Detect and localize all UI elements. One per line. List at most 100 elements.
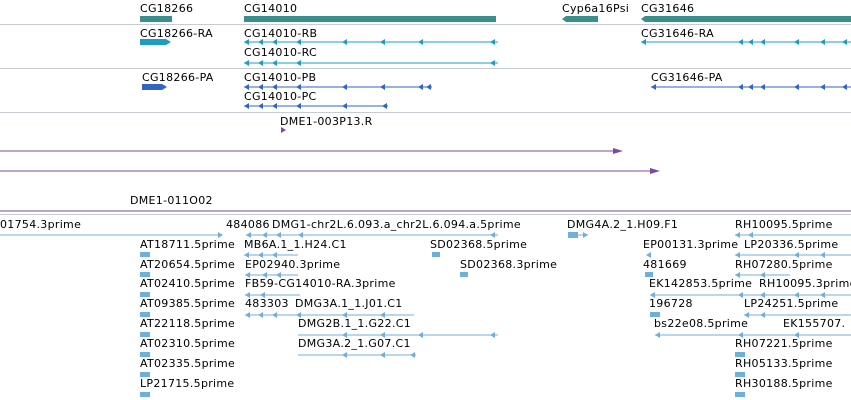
est-feature[interactable]	[735, 372, 745, 377]
est-label: RH30188.5prime	[735, 377, 833, 390]
est-feature[interactable]	[140, 272, 150, 277]
transcript-feature[interactable]	[244, 60, 498, 66]
est-feature[interactable]	[645, 272, 653, 277]
track-divider	[0, 112, 851, 113]
est-label: SD02368.3prime	[460, 258, 558, 271]
transcript-label: CG18266-RA	[140, 27, 213, 40]
est-feature[interactable]	[650, 292, 851, 298]
est-label: AT18711.5prime	[140, 238, 236, 251]
est-label: RH07221.5prime	[735, 337, 833, 350]
primer-label: DME1-003P13.R	[280, 115, 373, 128]
est-feature[interactable]	[140, 292, 150, 297]
gene-label: CG18266	[140, 2, 194, 15]
est-label: DMG3A.1_1.J01.C1	[295, 297, 403, 310]
primer-feature[interactable]	[281, 127, 286, 133]
transcript-label: CG14010-RB	[244, 27, 318, 40]
est-feature[interactable]	[735, 352, 745, 357]
est-feature[interactable]	[244, 252, 298, 258]
translation-label: CG14010-PB	[244, 71, 317, 84]
est-label: 483303	[245, 297, 289, 310]
est-label: RH05133.5prime	[735, 357, 833, 370]
est-label: 484086	[226, 218, 270, 231]
gene-feature[interactable]	[244, 16, 496, 22]
gene-label: CG14010	[244, 2, 298, 15]
est-feature[interactable]	[432, 252, 440, 257]
translation-track: CG18266-PA CG14010-PB CG14010-PC CG31646…	[0, 69, 851, 112]
gene-feature[interactable]	[140, 16, 172, 22]
track-divider	[0, 214, 851, 215]
translation-glyphs	[142, 84, 851, 109]
est-feature[interactable]	[735, 232, 851, 238]
est-feature[interactable]	[246, 232, 498, 238]
est-label: DMG2B.1_1.G22.C1	[298, 317, 412, 330]
est-feature[interactable]	[245, 272, 298, 278]
primer-glyphs	[0, 127, 851, 212]
est-feature[interactable]	[735, 392, 745, 397]
translation-feature[interactable]	[142, 84, 162, 90]
est-label: LP24251.5prime	[744, 297, 839, 310]
transcript-label: CG31646-RA	[641, 27, 714, 40]
est-feature[interactable]	[646, 252, 651, 258]
est-label: AT22118.5prime	[140, 317, 236, 330]
est-feature[interactable]	[655, 332, 851, 338]
transcript-feature[interactable]	[140, 39, 166, 45]
translation-label: CG18266-PA	[142, 71, 214, 84]
translation-feature[interactable]	[244, 103, 388, 109]
est-label: EP02940.3prime	[245, 258, 341, 271]
est-feature[interactable]	[735, 252, 851, 258]
est-feature[interactable]	[140, 372, 150, 377]
translation-label: CG31646-PA	[651, 71, 723, 84]
est-label: LP21715.5prime	[140, 377, 235, 390]
est-feature[interactable]	[245, 312, 414, 318]
gene-label: Cyp6a16Psi	[562, 2, 630, 15]
translation-feature[interactable]	[651, 84, 851, 90]
transcript-feature[interactable]	[244, 39, 498, 45]
track-divider	[0, 24, 851, 25]
est-label: LP20336.5prime	[744, 238, 839, 251]
translation-feature[interactable]	[244, 84, 432, 90]
primer-label: DME1-011O02	[130, 194, 213, 207]
est-feature[interactable]	[245, 292, 300, 298]
transcript-label: CG14010-RC	[244, 46, 317, 59]
transcript-track: CG18266-RA CG14010-RB CG14010-RC CG31646…	[0, 25, 851, 68]
est-label: FB59-CG14010-RA.3prime	[245, 277, 396, 290]
est-feature[interactable]	[140, 392, 150, 397]
gene-feature[interactable]	[562, 16, 598, 22]
primer-feature[interactable]	[0, 148, 623, 154]
est-label: AT09385.5prime	[140, 297, 236, 310]
est-feature[interactable]	[568, 232, 588, 238]
est-label: 01754.3prime	[0, 218, 82, 231]
est-track: 01754.3prime 484086 DMG1-chr2L.6.093.a_c…	[0, 215, 851, 400]
est-feature[interactable]	[140, 332, 150, 337]
track-divider	[0, 68, 851, 69]
est-label: DMG1-chr2L.6.093.a_chr2L.6.094.a.5prime	[272, 218, 521, 231]
est-feature[interactable]	[140, 352, 150, 357]
est-feature[interactable]	[298, 352, 416, 358]
est-feature[interactable]	[460, 272, 468, 277]
est-label: 481669	[643, 258, 687, 271]
est-label: 196728	[649, 297, 693, 310]
translation-label: CG14010-PC	[244, 90, 317, 103]
est-glyphs	[0, 232, 851, 397]
gene-label: CG31646	[641, 2, 695, 15]
est-label: DMG4A.2_1.H09.F1	[567, 218, 679, 231]
est-label: RH10095.5prime	[735, 218, 833, 231]
gene-glyphs	[140, 16, 851, 22]
est-label: AT02310.5prime	[140, 337, 236, 350]
est-label: AT20654.5prime	[140, 258, 236, 271]
est-feature[interactable]	[650, 312, 660, 317]
est-label: EP00131.3prime	[643, 238, 739, 251]
transcript-glyphs	[140, 39, 851, 66]
transcript-feature[interactable]	[641, 39, 851, 45]
est-feature[interactable]	[140, 252, 150, 257]
gene-track: CG18266 CG14010 Cyp6a16Psi CG31646	[0, 0, 851, 24]
est-feature[interactable]	[735, 272, 790, 278]
est-feature[interactable]	[298, 332, 498, 338]
est-label: EK142853.5prime	[649, 277, 753, 290]
primer-feature[interactable]	[0, 168, 660, 174]
est-feature[interactable]	[744, 312, 851, 318]
gene-feature[interactable]	[641, 16, 851, 22]
est-label: RH10095.3prime	[759, 277, 851, 290]
est-feature[interactable]	[140, 312, 150, 317]
